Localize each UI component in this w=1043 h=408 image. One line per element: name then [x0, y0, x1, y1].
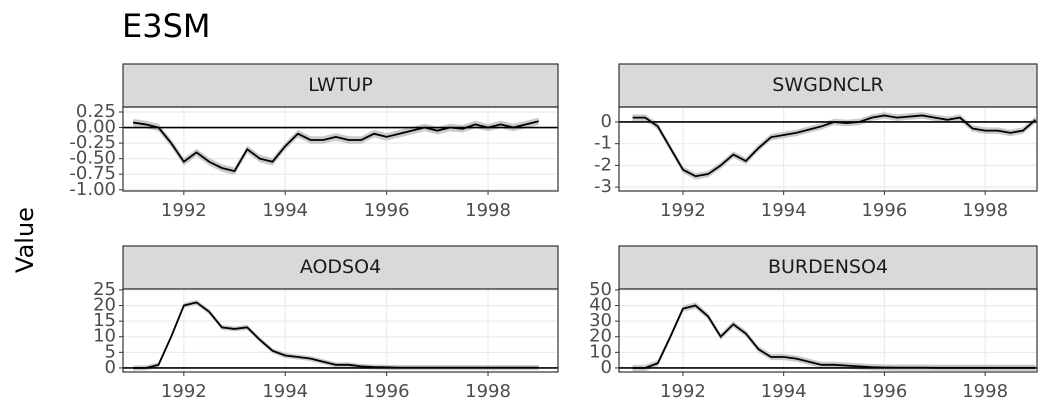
x-tick-label: 1996 [364, 200, 410, 221]
y-tick-label: 5 [105, 341, 116, 362]
y-tick-label: 20 [589, 326, 612, 347]
panel-title: SWGDNCLR [772, 74, 883, 96]
x-tick-label: 1992 [161, 200, 207, 221]
y-tick-label: 50 [589, 279, 612, 300]
strip [618, 245, 1038, 290]
x-tick-label: 1998 [465, 381, 511, 402]
y-tick-label: -2 [594, 154, 612, 175]
x-tick-label: 1998 [962, 381, 1008, 402]
series-line [632, 114, 1037, 178]
y-tick-label: -0.75 [69, 163, 116, 184]
x-tick-label: 1992 [660, 200, 706, 221]
strip [122, 63, 559, 108]
y-tick-label: 20 [93, 295, 116, 316]
y-tick-label: 15 [93, 310, 116, 331]
y-tick-label: 0.25 [76, 101, 116, 122]
y-tick-label: 0 [601, 111, 612, 132]
y-tick-label: -0.50 [69, 148, 116, 169]
ribbon [133, 117, 539, 175]
x-tick-label: 1996 [861, 200, 907, 221]
y-tick-label: 0 [601, 357, 612, 378]
x-tick-label: 1996 [364, 381, 410, 402]
chart-title: E3SM [122, 7, 211, 45]
series-line [133, 120, 539, 173]
x-tick-label: 1992 [660, 381, 706, 402]
y-tick-label: 25 [93, 279, 116, 300]
y-tick-label: 10 [589, 341, 612, 362]
panel-border [618, 288, 1038, 373]
panel-title: BURDENSO4 [768, 256, 888, 278]
y-tick-label: 0 [105, 357, 116, 378]
ribbon [133, 299, 539, 371]
y-tick-label: -0.25 [69, 132, 116, 153]
panel-border [618, 106, 1038, 192]
x-tick-label: 1994 [262, 200, 308, 221]
x-tick-label: 1996 [861, 381, 907, 402]
y-tick-label: 30 [589, 310, 612, 331]
y-tick-label: 0.00 [76, 117, 116, 138]
x-tick-label: 1998 [962, 200, 1008, 221]
y-tick-label: -1 [594, 133, 612, 154]
x-tick-label: 1994 [761, 200, 807, 221]
panel-title: LWTUP [308, 74, 373, 96]
x-tick-label: 1994 [761, 381, 807, 402]
y-tick-label: -1.00 [69, 179, 116, 200]
y-tick-label: 10 [93, 326, 116, 347]
series-line [133, 301, 539, 369]
series-line [632, 304, 1036, 369]
x-tick-label: 1998 [465, 200, 511, 221]
panel-title: AODSO4 [300, 256, 381, 278]
y-tick-label: -3 [594, 176, 612, 197]
x-tick-label: 1994 [262, 381, 308, 402]
y-axis-label: Value [11, 207, 39, 273]
x-tick-label: 1992 [161, 381, 207, 402]
y-tick-label: 40 [589, 295, 612, 316]
panel-border [122, 106, 559, 192]
panel-border [122, 288, 559, 373]
